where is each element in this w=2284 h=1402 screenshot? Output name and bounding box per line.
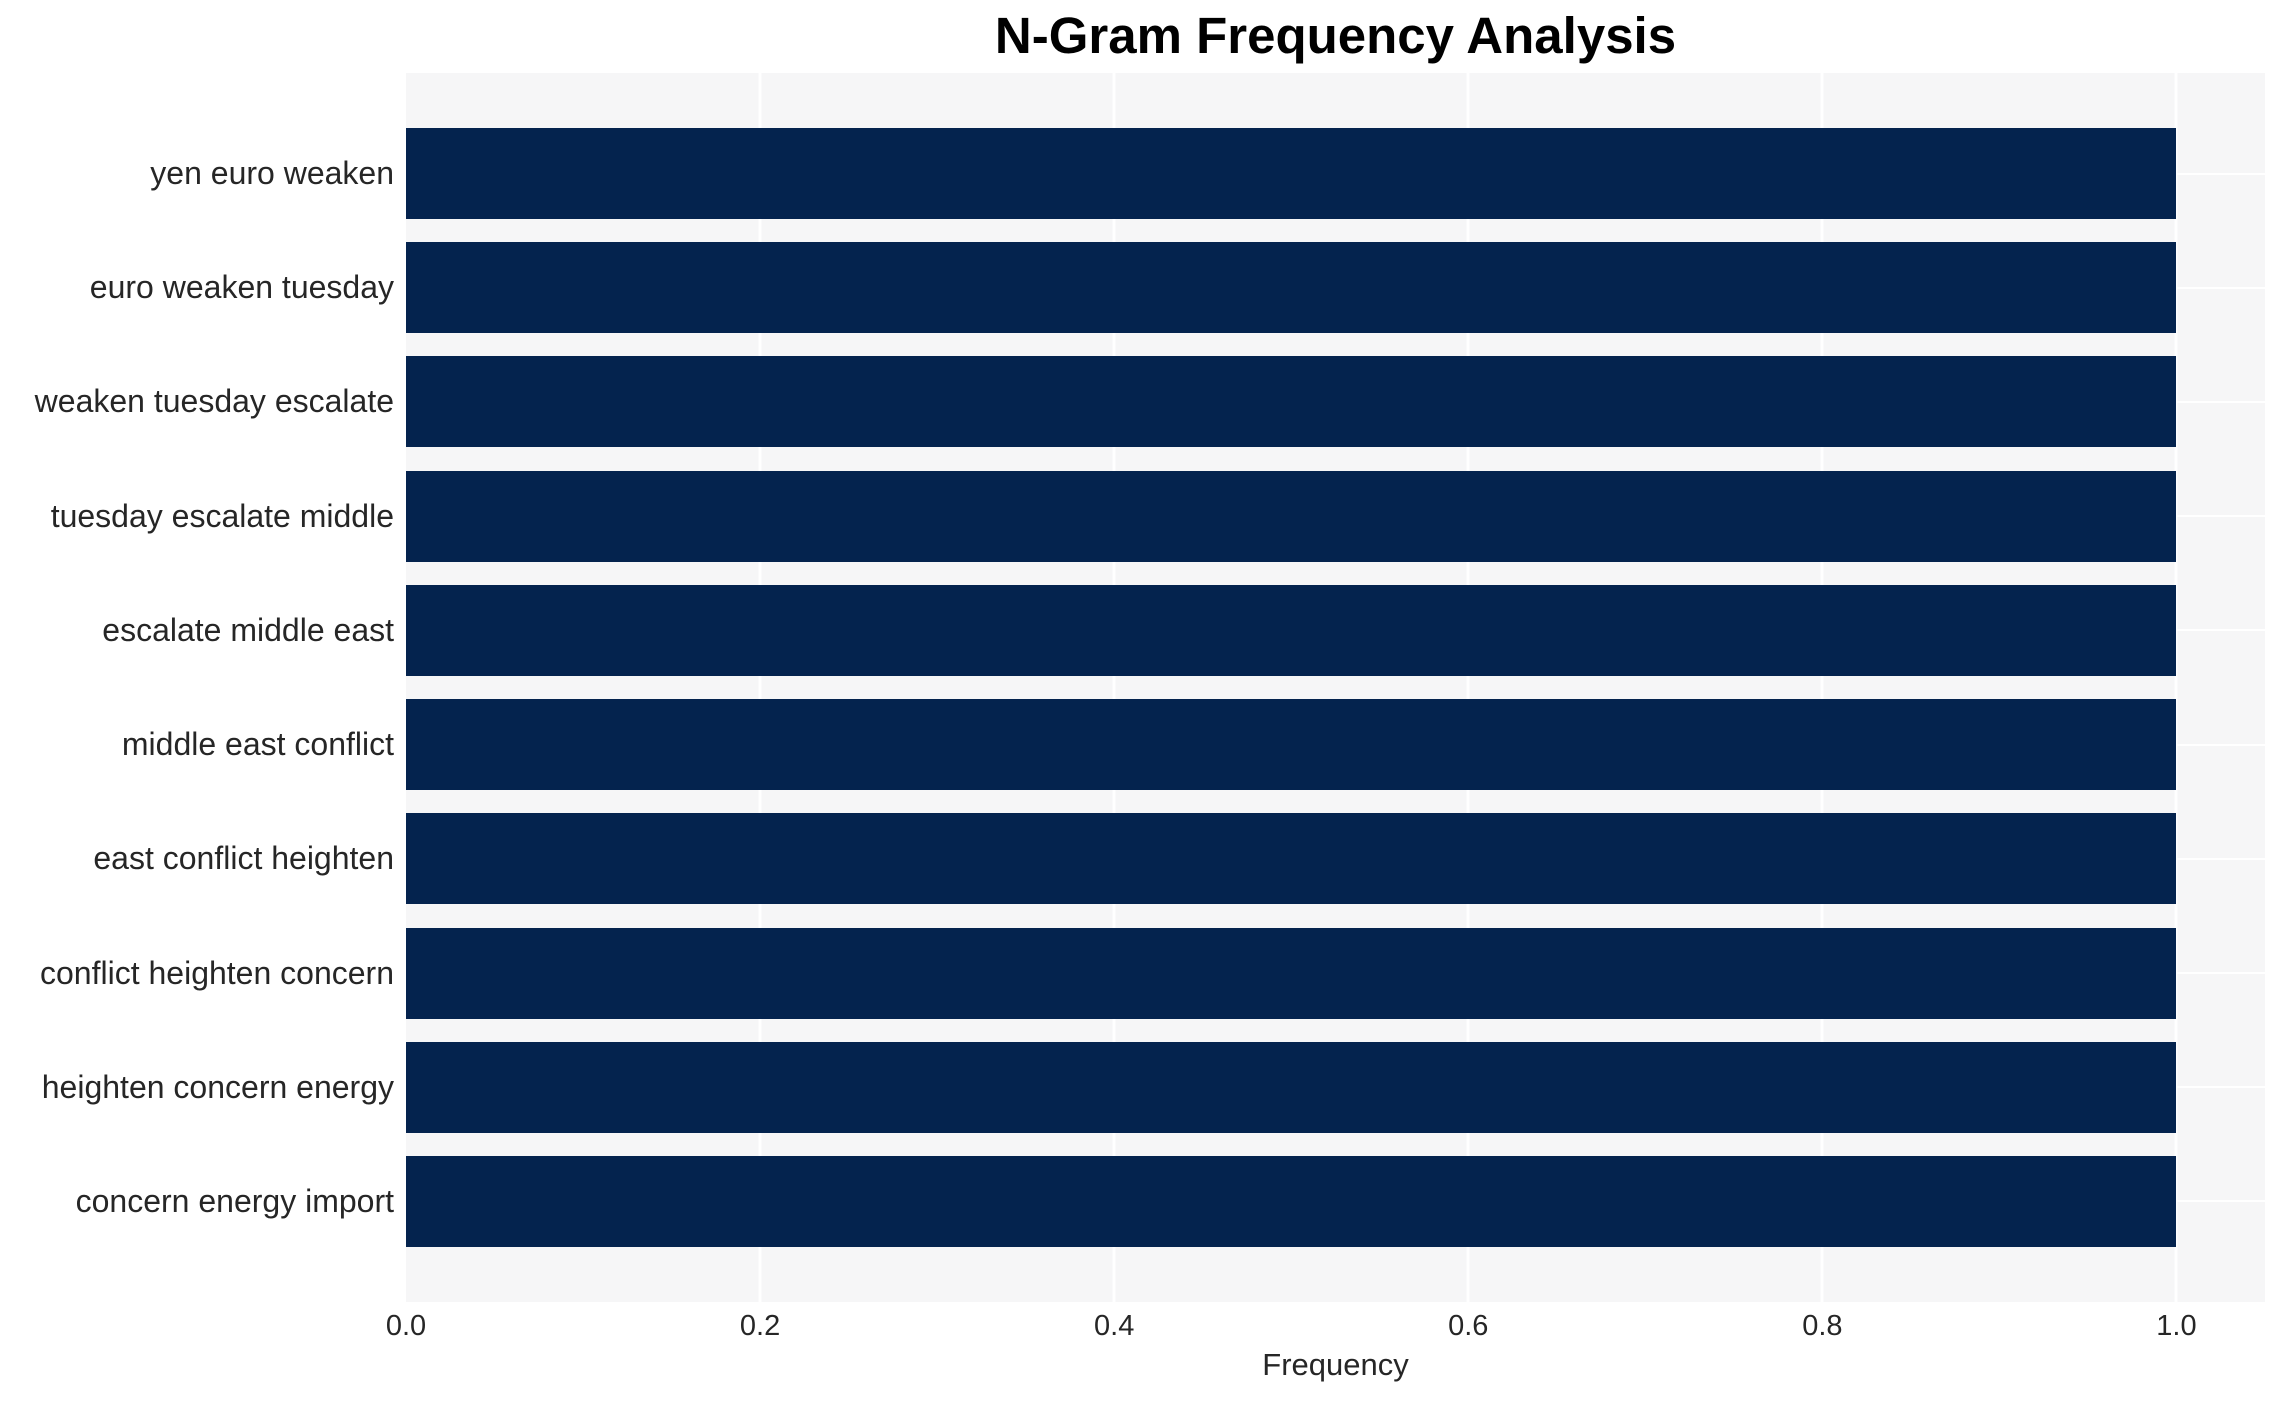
bar-row — [406, 1155, 2265, 1247]
bar-row — [406, 470, 2265, 562]
y-tick-label: euro weaken tuesday — [89, 269, 394, 306]
vertical-gridline — [1466, 73, 1470, 1302]
x-tick-label: 0.0 — [385, 1310, 427, 1342]
y-tick-label: yen euro weaken — [150, 155, 394, 191]
bar-row — [406, 813, 2265, 905]
bar — [406, 242, 2177, 334]
plot-area — [406, 73, 2265, 1302]
y-tick-label: middle east conflict — [121, 726, 394, 763]
bar — [406, 128, 2177, 219]
x-axis-ticks: 0.0 0.2 0.4 0.6 0.8 1.0 — [386, 1302, 2265, 1344]
x-tick-label: 1.0 — [2156, 1310, 2197, 1342]
bar — [406, 813, 2177, 905]
chart-title: N-Gram Frequency Analysis — [994, 7, 1677, 64]
bar-row — [406, 927, 2265, 1019]
bar — [406, 356, 2177, 448]
bar-row — [406, 242, 2265, 334]
bar-row — [406, 584, 2265, 676]
vertical-gridline — [758, 73, 762, 1302]
y-tick-label: concern energy import — [75, 1182, 394, 1219]
bar-row — [406, 699, 2265, 791]
x-tick-label: 0.6 — [1448, 1310, 1489, 1342]
bar-row — [406, 128, 2265, 219]
bar — [406, 584, 2177, 676]
vertical-gridline — [1112, 73, 1116, 1302]
y-tick-label: escalate middle east — [102, 611, 394, 648]
x-tick-label: 0.4 — [1094, 1310, 1135, 1342]
y-tick-label: east conflict heighten — [93, 840, 394, 877]
y-axis-labels: yen euro weaken euro weaken tuesday weaken… — [0, 73, 394, 1302]
x-axis-label: Frequency — [1262, 1347, 1409, 1382]
bar — [406, 1155, 2177, 1247]
y-tick-label: conflict heighten concern — [40, 954, 394, 991]
bar — [406, 1041, 2177, 1133]
x-tick-label: 0.2 — [739, 1310, 781, 1342]
y-tick-label: tuesday escalate middle — [50, 497, 394, 534]
bar — [406, 927, 2177, 1019]
y-tick-label: heighten concern energy — [41, 1068, 394, 1105]
x-tick-label: 0.8 — [1802, 1310, 1843, 1342]
bar — [406, 699, 2177, 791]
bar-row — [406, 356, 2265, 448]
vertical-gridline — [1820, 73, 1824, 1302]
vertical-gridline — [2174, 73, 2178, 1302]
bar — [406, 470, 2177, 562]
y-tick-label: weaken tuesday escalate — [34, 383, 394, 420]
bar-row — [406, 1041, 2265, 1133]
